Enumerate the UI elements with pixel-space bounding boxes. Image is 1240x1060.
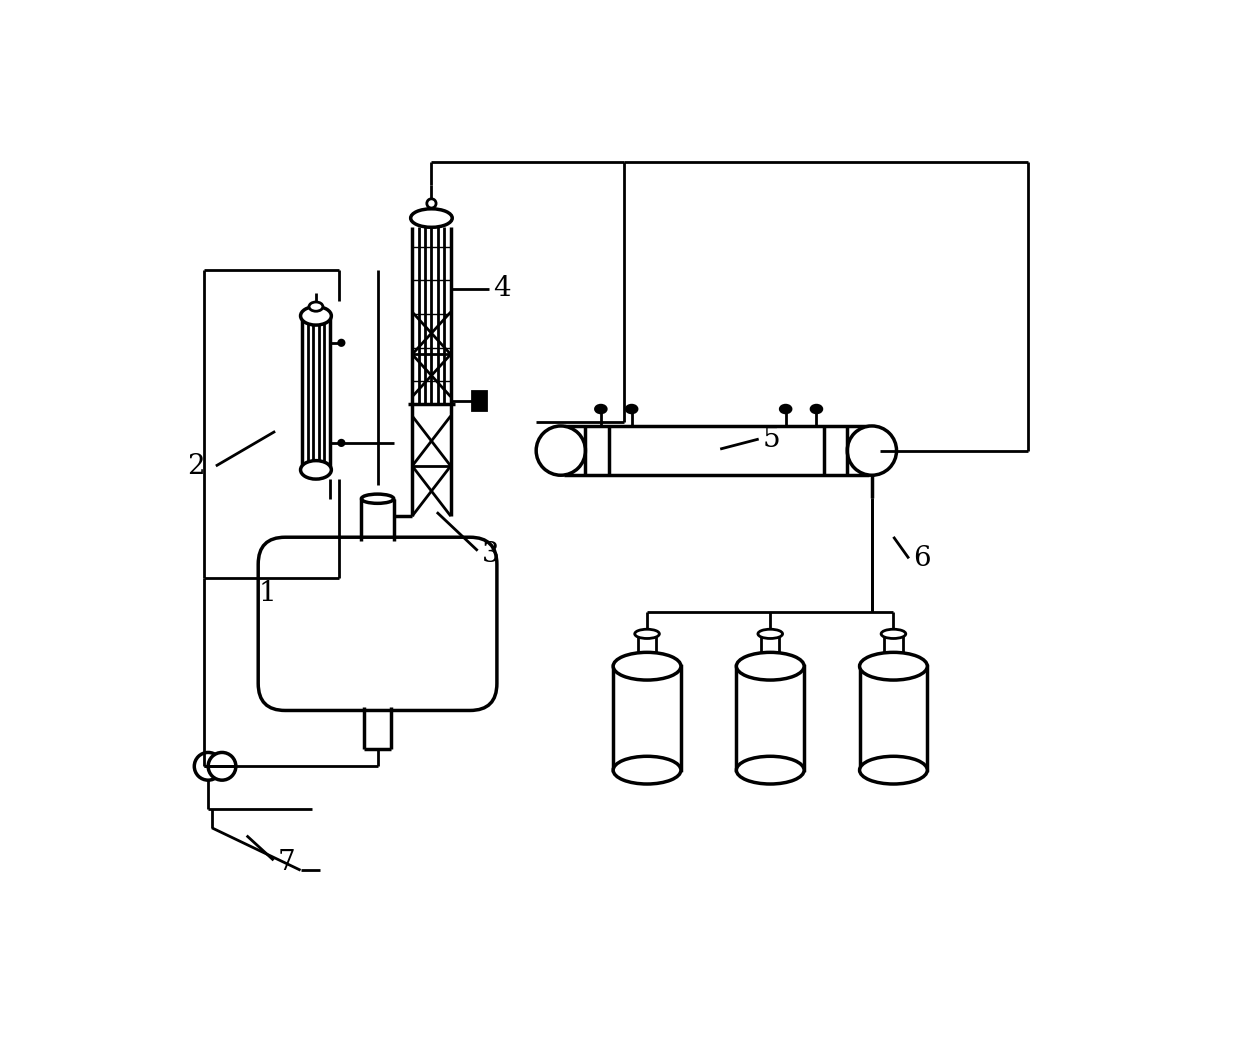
Ellipse shape [737, 652, 804, 681]
Ellipse shape [737, 756, 804, 784]
Bar [859, 666, 928, 771]
Bar [472, 391, 486, 410]
Ellipse shape [208, 753, 236, 780]
Ellipse shape [758, 630, 782, 638]
Ellipse shape [300, 461, 331, 479]
Bar [613, 666, 681, 771]
Ellipse shape [613, 652, 681, 681]
Ellipse shape [195, 753, 222, 780]
Ellipse shape [300, 306, 331, 325]
Ellipse shape [309, 302, 322, 312]
Ellipse shape [595, 405, 606, 412]
FancyBboxPatch shape [258, 537, 497, 710]
Ellipse shape [536, 426, 585, 475]
Ellipse shape [847, 426, 897, 475]
Ellipse shape [427, 199, 436, 208]
Text: 6: 6 [913, 545, 930, 572]
Text: 3: 3 [481, 541, 500, 568]
Ellipse shape [882, 630, 905, 638]
Text: 5: 5 [763, 425, 780, 453]
Text: 7: 7 [278, 849, 295, 876]
Text: 1: 1 [258, 580, 277, 606]
Text: 2: 2 [187, 453, 205, 479]
Bar [737, 666, 804, 771]
Ellipse shape [780, 405, 791, 412]
Ellipse shape [613, 756, 681, 784]
Text: 4: 4 [494, 276, 511, 302]
Ellipse shape [859, 652, 928, 681]
Ellipse shape [339, 440, 343, 445]
Ellipse shape [859, 756, 928, 784]
Ellipse shape [635, 630, 660, 638]
Ellipse shape [626, 405, 637, 412]
Ellipse shape [361, 494, 394, 504]
Ellipse shape [410, 209, 453, 227]
Ellipse shape [811, 405, 822, 412]
Ellipse shape [339, 340, 343, 346]
